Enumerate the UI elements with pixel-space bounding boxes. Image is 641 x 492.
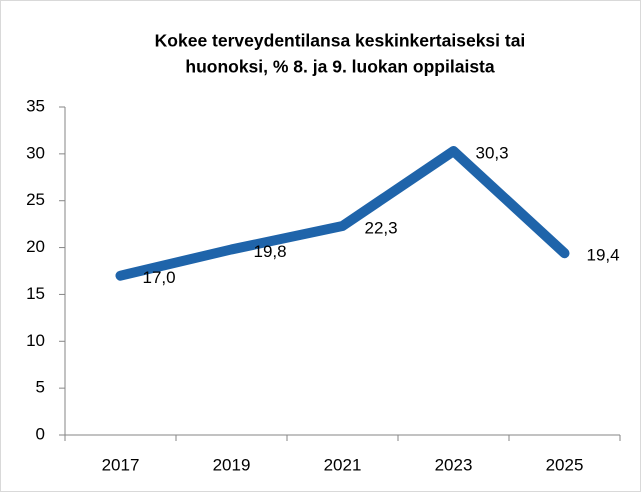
data-label: 22,3 xyxy=(365,219,398,238)
data-label: 19,4 xyxy=(587,246,620,265)
y-tick-label: 0 xyxy=(36,424,45,443)
y-tick-label: 10 xyxy=(26,331,45,350)
x-tick-label: 2017 xyxy=(102,455,140,474)
y-tick-label: 15 xyxy=(26,284,45,303)
x-tick-label: 2023 xyxy=(435,455,473,474)
data-label: 17,0 xyxy=(143,268,176,287)
chart-title: huonoksi, % 8. ja 9. luokan oppilaista xyxy=(185,57,494,77)
data-label: 19,8 xyxy=(254,242,287,261)
y-tick-label: 35 xyxy=(26,96,45,115)
y-tick-label: 20 xyxy=(26,237,45,256)
data-label: 30,3 xyxy=(476,144,509,163)
y-tick-label: 5 xyxy=(36,378,45,397)
x-tick-label: 2021 xyxy=(324,455,362,474)
x-tick-label: 2019 xyxy=(213,455,251,474)
line xyxy=(115,146,570,281)
chart-title: Kokee terveydentilansa keskinkertaiseksi… xyxy=(155,31,526,51)
x-tick-label: 2025 xyxy=(546,455,584,474)
y-tick-label: 25 xyxy=(26,190,45,209)
y-tick-label: 30 xyxy=(26,143,45,162)
